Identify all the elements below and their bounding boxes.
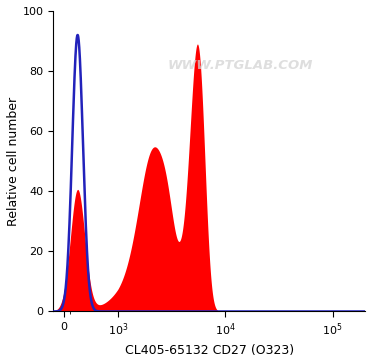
X-axis label: CL405-65132 CD27 (O323): CL405-65132 CD27 (O323): [125, 344, 294, 357]
Text: WWW.PTGLAB.COM: WWW.PTGLAB.COM: [168, 59, 313, 72]
Y-axis label: Relative cell number: Relative cell number: [7, 97, 20, 226]
